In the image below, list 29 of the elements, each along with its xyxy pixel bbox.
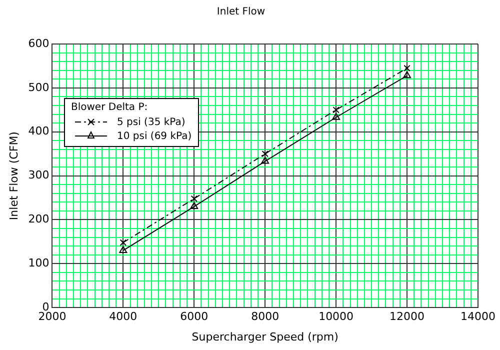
point bbox=[404, 64, 410, 72]
point bbox=[262, 150, 268, 158]
x-tick-label: 4000 bbox=[109, 310, 138, 324]
point bbox=[190, 202, 198, 210]
y-tick-label: 100 bbox=[28, 256, 50, 270]
x-tick-label: 2000 bbox=[38, 310, 66, 324]
x-tick-label: 14000 bbox=[460, 310, 496, 324]
x-tick-label: 6000 bbox=[180, 310, 208, 324]
point bbox=[403, 71, 411, 78]
x-tick-label: 8000 bbox=[251, 310, 280, 324]
x-tick-label: 12000 bbox=[390, 310, 425, 324]
point bbox=[332, 112, 340, 120]
point bbox=[261, 156, 270, 164]
chart-title: Inlet Flow bbox=[216, 6, 266, 18]
legend-title: Blower Delta P: bbox=[71, 102, 149, 113]
point bbox=[332, 106, 340, 114]
y-tick-label: 500 bbox=[28, 80, 50, 94]
y-tick-label: 300 bbox=[28, 168, 50, 182]
legend-label: 10 psi (69 kPa) bbox=[117, 130, 192, 142]
point bbox=[190, 195, 198, 202]
point bbox=[119, 246, 128, 253]
x-axis-title: Supercharger Speed (rpm) bbox=[192, 330, 338, 344]
y-axis-title: Inlet Flow (CFM) bbox=[7, 132, 20, 220]
y-tick-label: 400 bbox=[28, 124, 50, 138]
point bbox=[120, 239, 126, 246]
legend-label: 5 psi (35 kPa) bbox=[117, 116, 186, 128]
y-tick-label: 200 bbox=[28, 212, 50, 226]
x-tick-label: 10000 bbox=[318, 310, 354, 324]
y-tick-label: 600 bbox=[28, 36, 50, 50]
